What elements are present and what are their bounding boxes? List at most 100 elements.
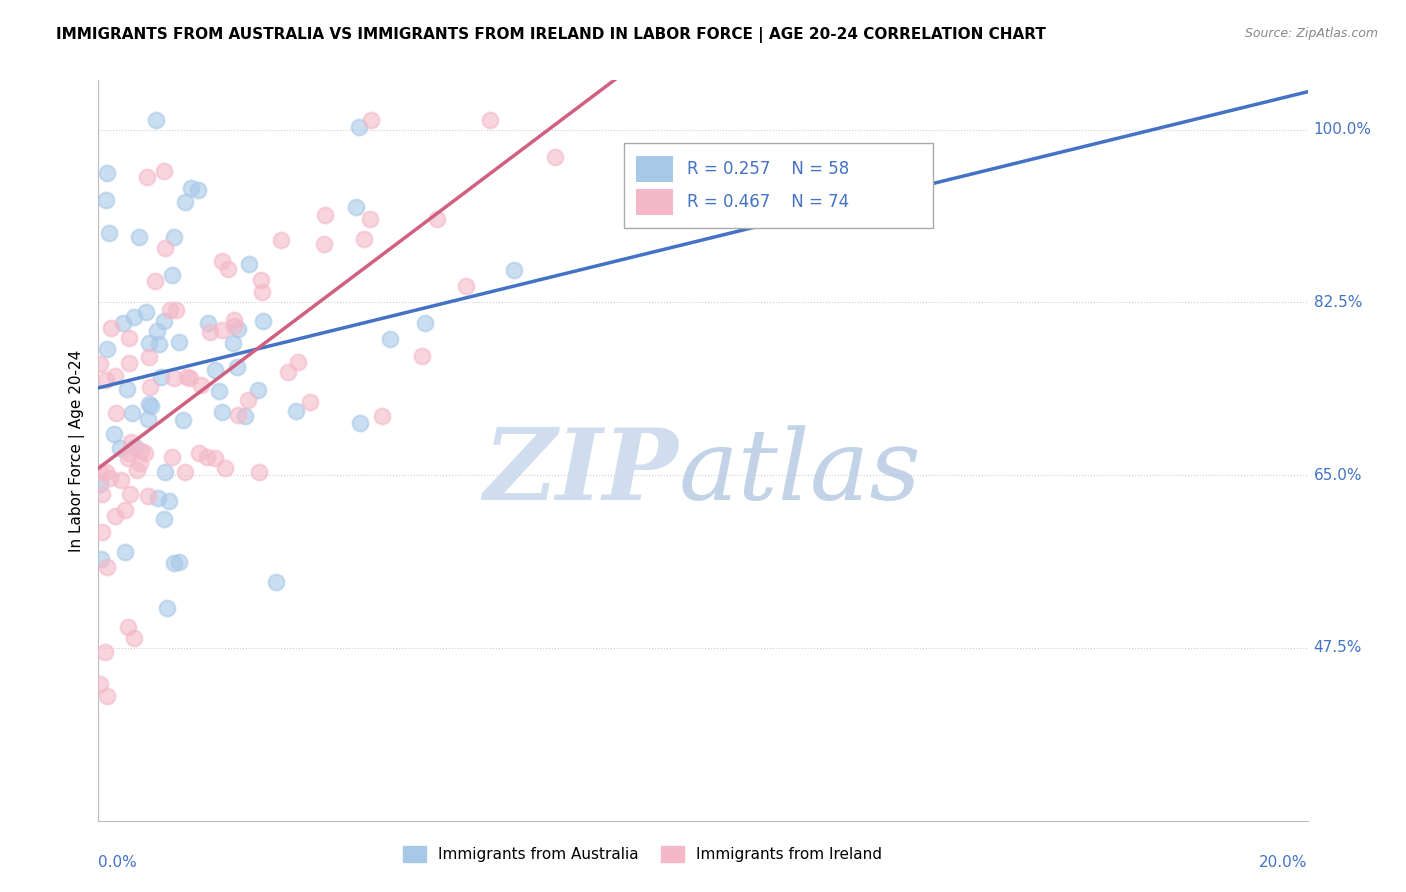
Point — [94, 193, 117, 207]
Point — [197, 316, 219, 330]
Point — [371, 409, 394, 423]
Point — [136, 412, 159, 426]
Point — [188, 446, 211, 460]
Point — [250, 285, 273, 299]
Point — [110, 473, 132, 487]
Bar — [637, 189, 672, 215]
Point — [287, 354, 309, 368]
Point — [502, 263, 524, 277]
Point — [174, 195, 197, 210]
Point — [214, 461, 236, 475]
Point — [238, 257, 260, 271]
Point — [97, 226, 120, 240]
Point — [153, 164, 176, 178]
Point — [138, 335, 160, 350]
Point — [187, 183, 209, 197]
Point — [195, 450, 218, 464]
Point — [211, 405, 233, 419]
Point — [252, 314, 274, 328]
Point — [96, 560, 118, 574]
Point — [156, 601, 179, 615]
FancyBboxPatch shape — [624, 144, 932, 228]
Point — [222, 319, 245, 334]
Point — [129, 444, 152, 458]
Point — [104, 369, 127, 384]
Point — [211, 323, 233, 337]
Point — [100, 320, 122, 334]
Text: R = 0.467    N = 74: R = 0.467 N = 74 — [688, 194, 849, 211]
Point — [153, 512, 176, 526]
Point — [211, 254, 233, 268]
Point — [150, 370, 173, 384]
Point — [136, 489, 159, 503]
Point — [114, 503, 136, 517]
Text: 65.0%: 65.0% — [1313, 467, 1362, 483]
Point — [204, 450, 226, 465]
Point — [159, 302, 181, 317]
Point — [121, 405, 143, 419]
Point — [124, 440, 146, 454]
Point — [163, 371, 186, 385]
Point — [163, 556, 186, 570]
Point — [120, 486, 142, 500]
Point — [454, 279, 477, 293]
Point — [114, 545, 136, 559]
Point — [91, 525, 114, 540]
Point — [134, 446, 156, 460]
Point — [378, 332, 401, 346]
Point — [118, 356, 141, 370]
Point — [167, 555, 190, 569]
Point — [89, 476, 111, 491]
Point — [139, 399, 162, 413]
Point — [89, 465, 111, 479]
Text: Source: ZipAtlas.com: Source: ZipAtlas.com — [1244, 27, 1378, 40]
Point — [89, 357, 111, 371]
Point — [94, 373, 117, 387]
Point — [118, 331, 141, 345]
Point — [222, 313, 245, 327]
Point — [167, 334, 190, 349]
Point — [115, 383, 138, 397]
Text: atlas: atlas — [679, 425, 921, 520]
Point — [94, 645, 117, 659]
Point — [103, 427, 125, 442]
Point — [96, 166, 118, 180]
Point — [160, 268, 183, 282]
Point — [153, 241, 176, 255]
Point — [190, 378, 212, 392]
Point — [225, 360, 247, 375]
Point — [160, 450, 183, 465]
Text: 47.5%: 47.5% — [1313, 640, 1362, 656]
Point — [90, 552, 112, 566]
Point — [143, 274, 166, 288]
Point — [179, 371, 201, 385]
Point — [105, 406, 128, 420]
Text: R = 0.257    N = 58: R = 0.257 N = 58 — [688, 161, 849, 178]
Point — [360, 112, 382, 127]
Point — [222, 335, 245, 350]
Point — [165, 303, 187, 318]
Point — [198, 326, 221, 340]
Point — [426, 212, 449, 227]
Point — [226, 409, 249, 423]
Point — [145, 324, 167, 338]
Point — [135, 304, 157, 318]
Point — [96, 689, 118, 703]
Point — [353, 232, 375, 246]
Point — [96, 342, 118, 356]
Text: 82.5%: 82.5% — [1313, 295, 1362, 310]
Point — [89, 677, 111, 691]
Text: 20.0%: 20.0% — [1260, 855, 1308, 871]
Bar — [637, 156, 672, 182]
Point — [312, 237, 335, 252]
Point — [235, 409, 257, 423]
Point — [226, 321, 249, 335]
Point — [359, 211, 381, 226]
Point — [128, 230, 150, 244]
Point — [122, 631, 145, 645]
Point — [314, 208, 336, 222]
Point — [108, 441, 131, 455]
Point — [544, 150, 567, 164]
Point — [478, 112, 501, 127]
Point — [349, 120, 371, 134]
